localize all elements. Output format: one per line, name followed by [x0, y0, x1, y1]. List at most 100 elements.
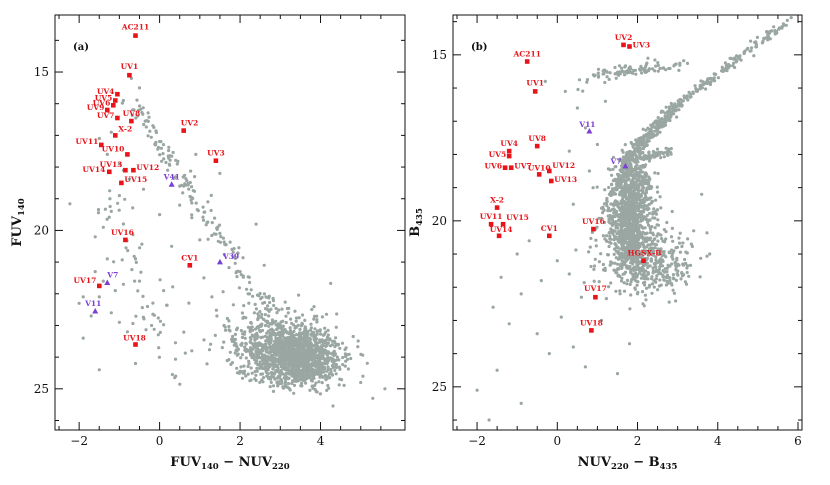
field-star: [645, 204, 649, 208]
field-star: [281, 319, 285, 323]
field-star: [309, 332, 313, 336]
field-star: [239, 356, 243, 360]
star-label: UV3: [633, 41, 651, 50]
field-star: [93, 235, 97, 239]
field-star: [286, 382, 291, 386]
field-star: [235, 349, 239, 353]
field-star: [647, 151, 651, 155]
field-star: [267, 324, 271, 328]
field-star: [539, 279, 543, 283]
star-label: UV5: [95, 94, 113, 103]
field-star: [643, 192, 647, 196]
field-star: [120, 101, 124, 105]
field-star: [313, 327, 317, 331]
field-star: [313, 387, 317, 392]
field-star: [342, 383, 346, 387]
field-star: [621, 150, 625, 154]
field-star: [595, 225, 599, 229]
field-star: [627, 342, 632, 346]
field-star: [602, 220, 607, 225]
field-star: [324, 312, 329, 316]
field-stars-b: [475, 16, 793, 422]
square-marker: [123, 167, 128, 173]
field-star: [630, 249, 634, 253]
star-uv10: UV10: [528, 163, 551, 177]
field-star: [281, 364, 285, 368]
field-star: [581, 89, 585, 93]
field-star: [251, 294, 255, 298]
field-star: [158, 213, 162, 217]
field-star: [641, 151, 645, 155]
field-star: [667, 300, 671, 304]
field-star: [768, 37, 772, 41]
field-star: [261, 376, 266, 380]
field-star: [664, 105, 668, 109]
field-star: [142, 122, 146, 127]
field-star: [140, 242, 144, 246]
field-star: [304, 326, 308, 331]
star-label: HGSX-B: [628, 249, 662, 258]
field-star: [146, 119, 150, 123]
field-star: [248, 280, 252, 285]
field-star: [646, 277, 650, 281]
field-star: [215, 314, 219, 318]
field-star: [648, 283, 652, 287]
field-star: [307, 347, 312, 351]
field-star: [621, 163, 625, 167]
field-star: [322, 370, 326, 374]
field-star: [618, 185, 622, 189]
field-star: [661, 151, 665, 156]
field-star: [276, 384, 280, 388]
field-star: [319, 370, 324, 375]
field-star: [670, 209, 674, 214]
field-star: [604, 297, 609, 301]
field-star: [314, 336, 318, 340]
field-star: [651, 123, 655, 127]
field-star: [359, 380, 363, 385]
field-star: [269, 380, 273, 384]
field-star: [235, 270, 239, 274]
field-star: [299, 350, 303, 354]
field-star: [230, 247, 234, 251]
field-star: [673, 260, 677, 265]
field-star: [117, 194, 121, 198]
field-star: [659, 283, 663, 287]
field-star: [676, 99, 680, 103]
field-star: [656, 223, 661, 227]
field-star: [268, 328, 272, 332]
field-star: [624, 70, 628, 74]
field-star: [235, 371, 240, 375]
field-star: [312, 305, 316, 309]
field-star: [653, 226, 657, 230]
field-star: [131, 233, 135, 237]
field-star: [599, 318, 604, 322]
field-star: [314, 381, 318, 385]
square-marker: [97, 283, 102, 289]
field-star: [625, 222, 630, 226]
field-star: [287, 372, 291, 376]
field-star: [330, 343, 334, 347]
field-star: [173, 341, 178, 345]
field-star: [159, 146, 163, 150]
field-star: [629, 222, 633, 226]
field-star: [652, 285, 656, 289]
star-label: UV6: [485, 162, 503, 171]
field-star: [164, 160, 168, 165]
field-star: [575, 106, 580, 110]
field-star: [638, 67, 642, 71]
square-marker: [506, 148, 512, 154]
field-star: [282, 358, 286, 362]
field-star: [256, 317, 260, 322]
field-star: [628, 165, 633, 169]
field-star: [249, 378, 253, 382]
field-star: [637, 192, 641, 196]
field-star: [228, 350, 232, 354]
field-star: [641, 302, 645, 306]
field-star: [167, 148, 171, 153]
field-star: [249, 288, 253, 292]
field-star: [589, 264, 593, 269]
field-star: [297, 373, 301, 377]
field-star: [644, 174, 648, 178]
field-star: [637, 197, 641, 201]
field-star: [240, 341, 244, 345]
